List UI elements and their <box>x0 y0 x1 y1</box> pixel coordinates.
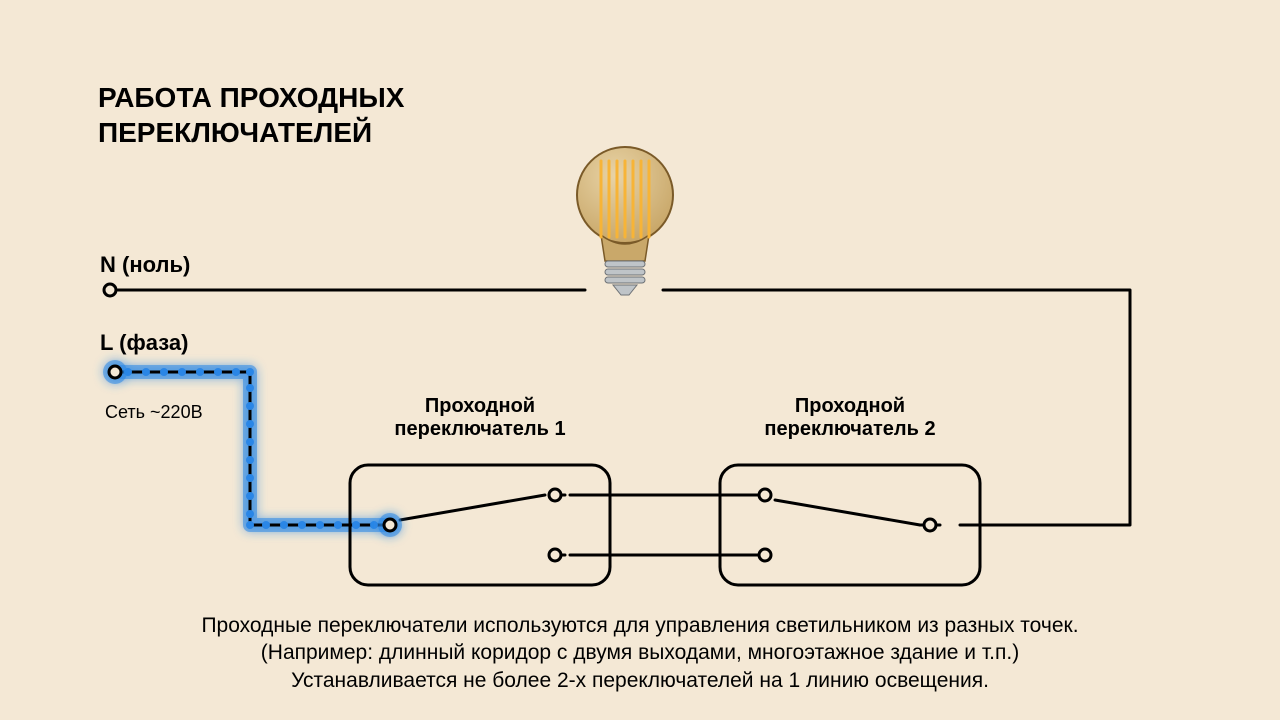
terminal-L-term <box>109 366 121 378</box>
terminal-sw2-bot <box>759 549 771 561</box>
lightbulb-icon <box>577 147 673 295</box>
terminal-sw2-top <box>759 489 771 501</box>
terminal-sw1-left <box>384 519 396 531</box>
terminal-sw2-right <box>924 519 936 531</box>
terminal-N-term <box>104 284 116 296</box>
circuit-diagram <box>0 0 1280 720</box>
terminal-sw1-bot <box>549 549 561 561</box>
terminal-sw1-top <box>549 489 561 501</box>
